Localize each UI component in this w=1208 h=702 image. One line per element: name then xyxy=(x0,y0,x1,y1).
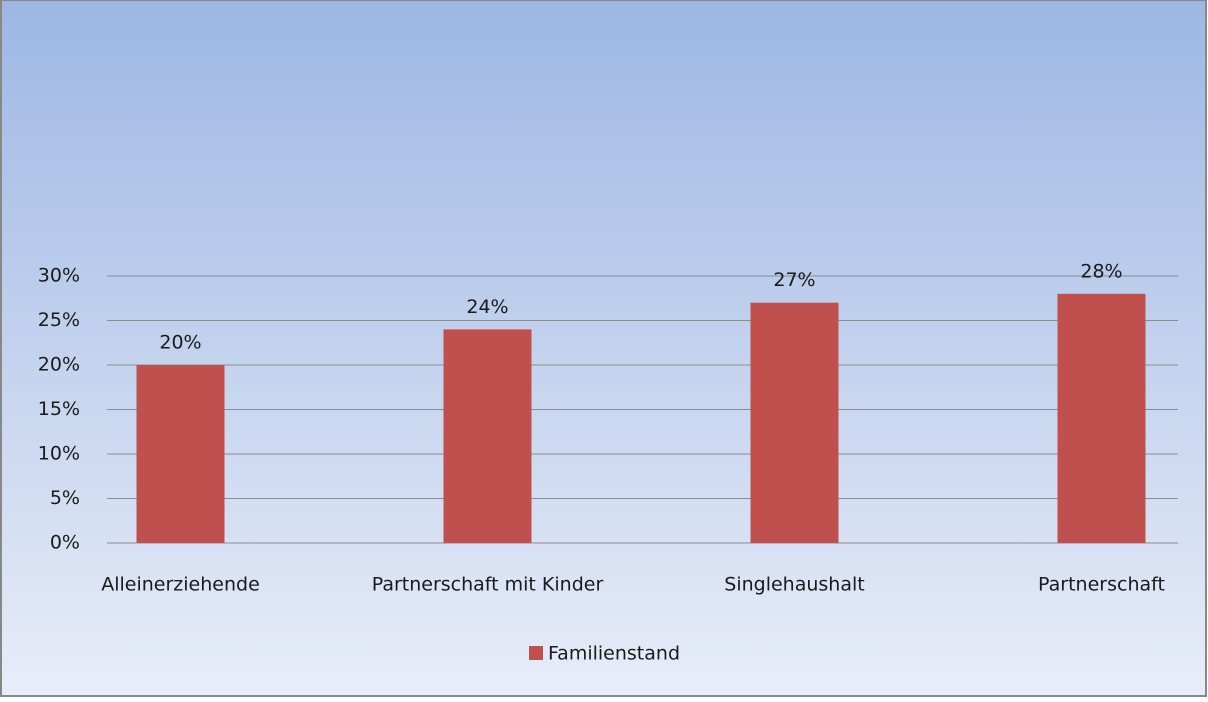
bar xyxy=(750,302,839,543)
legend-swatch xyxy=(529,646,543,660)
data-label: 24% xyxy=(466,296,508,318)
x-tick-label: Alleinerziehende xyxy=(101,574,260,596)
bar xyxy=(1057,293,1146,543)
bar xyxy=(443,329,532,543)
y-tick-label: 20% xyxy=(38,354,80,376)
y-tick-label: 10% xyxy=(38,443,80,465)
data-label: 27% xyxy=(773,269,815,291)
x-tick-label: Partnerschaft mit Kinder xyxy=(372,574,604,596)
bar xyxy=(136,365,225,543)
y-tick-label: 30% xyxy=(38,265,80,287)
y-tick-label: 0% xyxy=(50,532,80,554)
data-label: 28% xyxy=(1080,260,1122,282)
y-tick-label: 15% xyxy=(38,398,80,420)
data-label: 20% xyxy=(159,332,201,354)
x-tick-label: Singlehaushalt xyxy=(724,574,864,596)
y-tick-label: 25% xyxy=(38,309,80,331)
legend-label: Familienstand xyxy=(548,643,680,665)
x-tick-label: Partnerschaft xyxy=(1038,574,1165,596)
y-tick-label: 5% xyxy=(50,487,80,509)
